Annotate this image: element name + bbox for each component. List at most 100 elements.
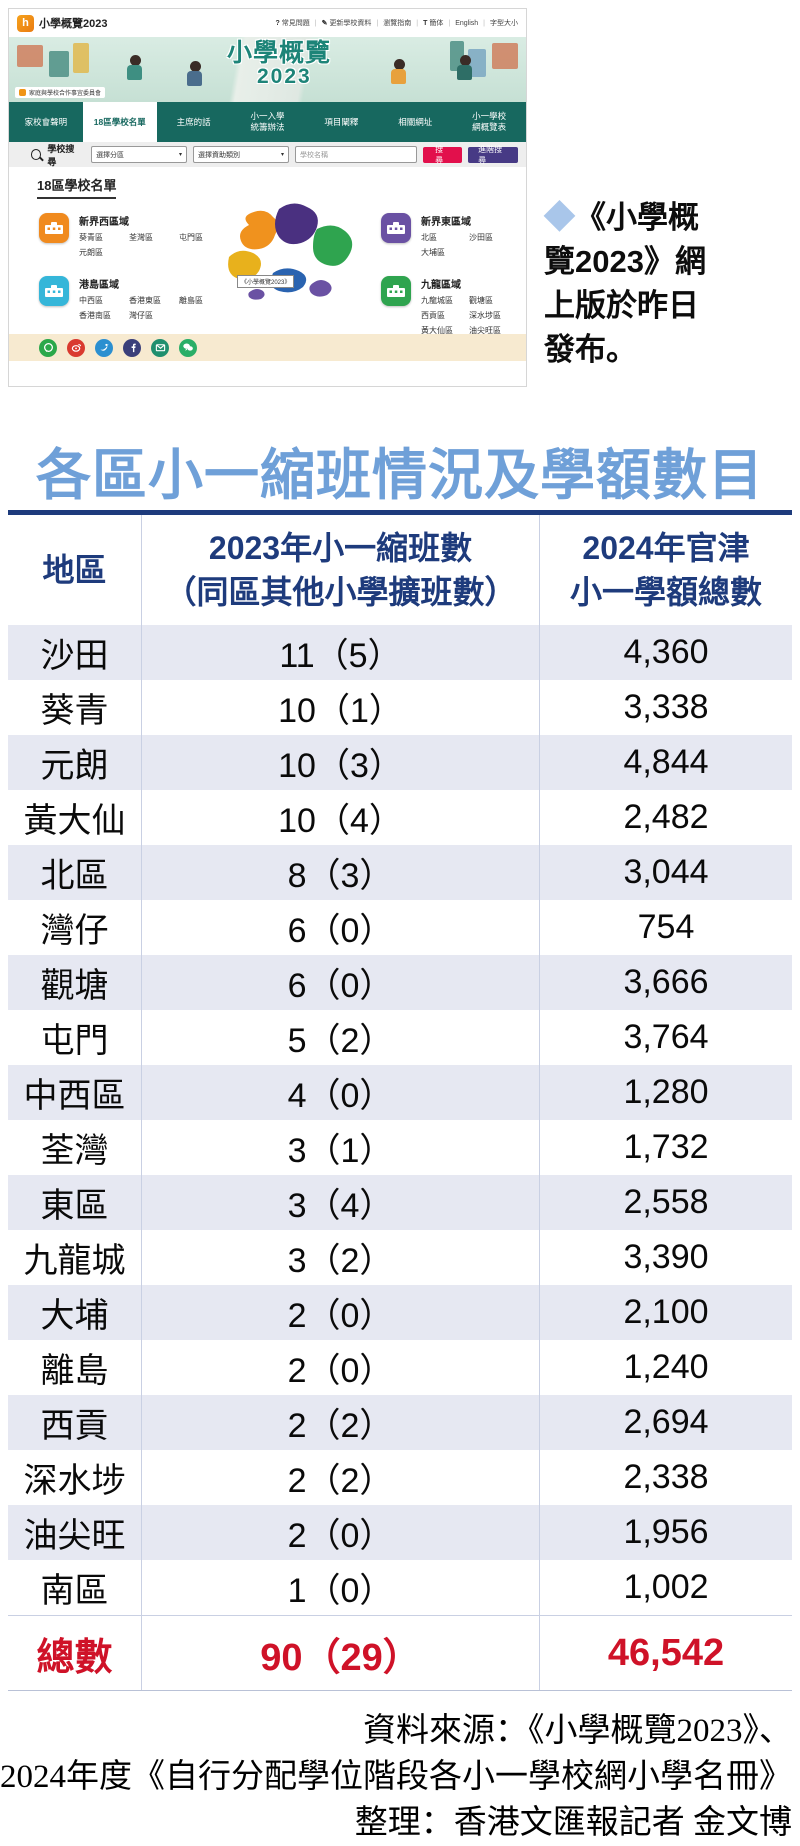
table-row: 深水埗 2（2） 2,338: [8, 1450, 792, 1505]
region-card: 新界東區域 北區 沙田區 大埔區: [381, 213, 526, 258]
district-link[interactable]: 九龍城區: [421, 296, 453, 305]
nav-tab[interactable]: 18區學校名單: [82, 102, 157, 142]
places-cell: 2,694: [623, 1403, 709, 1441]
places-cell: 1,280: [623, 1073, 709, 1111]
classes-cell: 10（4）: [142, 790, 540, 845]
table-row: 北區 8（3） 3,044: [8, 845, 792, 900]
advanced-search-button[interactable]: 進階搜尋: [468, 145, 518, 165]
source-line-2: 2024年度《自行分配學位階段各小一學校網小學名冊》: [0, 1759, 792, 1795]
places-cell: 2,338: [623, 1458, 709, 1496]
top-link[interactable]: 瀏覽指南: [371, 18, 411, 28]
photo-caption: ◆《小學概 覽2023》網 上版於昨日 發布。: [544, 196, 796, 372]
nav-tab[interactable]: 相關網址: [398, 116, 433, 127]
wechat-icon[interactable]: [179, 338, 197, 357]
district-link[interactable]: 元朗區: [79, 248, 103, 257]
table-header-row: 地區 2023年小一縮班數 （同區其他小學擴班數） 2024年官津 小一學額總數: [8, 515, 792, 625]
region-card: 九龍區域 九龍城區 觀塘區 西貢區 深水埗區 黃大仙區 油尖旺區: [381, 276, 526, 336]
school-building-icon: [39, 276, 69, 306]
district-link[interactable]: 荃灣區: [129, 233, 153, 242]
source-line-1: 資料來源：《小學概覽2023》、: [363, 1713, 792, 1749]
total-classes: 90（29）: [142, 1616, 540, 1690]
caption-line-3: 上版於昨日: [544, 288, 699, 323]
nav-tab[interactable]: 小一入學 統籌辦法: [250, 111, 285, 132]
site-nav: 家校會聲明 18區學校名單 主席的話 小一入學 統籌辦法 項目闡釋 相關網址 小一學校 網概…: [9, 102, 526, 142]
top-link[interactable]: 字型大小: [478, 18, 518, 28]
twitter-icon[interactable]: [95, 338, 113, 357]
table-row: 觀塘 6（0） 3,666: [8, 955, 792, 1010]
district-link[interactable]: 北區: [421, 233, 437, 242]
district-link[interactable]: 離島區: [179, 296, 203, 305]
district-link[interactable]: 黃大仙區: [421, 326, 453, 335]
district-link[interactable]: 灣仔區: [129, 311, 153, 320]
places-cell: 2,558: [623, 1183, 709, 1221]
school-name-input[interactable]: 學校名稱: [295, 146, 418, 163]
whatsapp-icon[interactable]: [39, 338, 57, 357]
top-link[interactable]: ? 常見問題: [275, 19, 310, 28]
facebook-icon[interactable]: [123, 338, 141, 357]
district-link[interactable]: 深水埗區: [469, 311, 501, 320]
district-link[interactable]: 葵青區: [79, 233, 103, 242]
classes-cell: 4（0）: [142, 1065, 540, 1120]
region-card: 港島區域 中西區 香港東區 離島區 香港南區 灣仔區: [39, 276, 239, 321]
total-label: 總數: [8, 1616, 142, 1690]
district-select[interactable]: 選擇分區 ▾: [91, 146, 188, 163]
district-cell: 葵青: [8, 680, 142, 735]
district-cell: 荃灣: [8, 1120, 142, 1175]
top-link[interactable]: English: [443, 20, 478, 27]
nav-tab[interactable]: 項目闡釋: [324, 116, 359, 127]
classes-cell: 10（1）: [142, 680, 540, 735]
classes-cell: 2（2）: [142, 1395, 540, 1450]
table-row: 西貢 2（2） 2,694: [8, 1395, 792, 1450]
nav-tab[interactable]: 家校會聲明: [24, 116, 68, 127]
banner-building: [17, 45, 43, 67]
top-link[interactable]: T簡体: [411, 18, 443, 28]
district-link[interactable]: 中西區: [79, 296, 103, 305]
search-button[interactable]: 搜尋: [423, 145, 463, 165]
school-building-icon: [381, 276, 411, 306]
banner-illustration: 小學概覽 2023 家庭與學校合作事宜委員會: [9, 37, 526, 102]
email-icon[interactable]: [151, 338, 169, 357]
site-logo-icon[interactable]: h: [17, 14, 34, 32]
school-building-icon: [39, 213, 69, 243]
col-header-classes: 2023年小一縮班數 （同區其他小學擴班數）: [142, 515, 540, 625]
table-row: 九龍城 3（2） 3,390: [8, 1230, 792, 1285]
places-cell: 2,482: [623, 798, 709, 836]
district-link[interactable]: 香港南區: [79, 311, 111, 320]
places-cell: 4,844: [623, 743, 709, 781]
district-cell: 沙田: [8, 625, 142, 680]
table-row: 荃灣 3（1） 1,732: [8, 1120, 792, 1175]
committee-pill: 家庭與學校合作事宜委員會: [15, 87, 106, 98]
chevron-down-icon: ▾: [280, 152, 284, 158]
top-link[interactable]: ✎更新學校資料: [310, 18, 372, 28]
district-link[interactable]: 大埔區: [421, 248, 445, 257]
district-link[interactable]: 屯門區: [179, 233, 203, 242]
weibo-icon[interactable]: [67, 338, 85, 357]
site-top-links: ?常見問題✎更新學校資料瀏覽指南T簡体English字型大小: [275, 18, 518, 28]
district-link[interactable]: 香港東區: [129, 296, 161, 305]
subsidy-type-select[interactable]: 選擇資助類別 ▾: [193, 146, 289, 163]
district-link[interactable]: 沙田區: [469, 233, 493, 242]
hk-map[interactable]: [221, 195, 371, 313]
district-link[interactable]: 觀塘區: [469, 296, 493, 305]
region-column-left: 新界西區域 葵青區 荃灣區 屯門區 元朗區 港島區域 中西區 香港東區 離島區 香港南區 灣仔區: [39, 213, 239, 321]
district-select-value: 選擇分區: [96, 151, 125, 159]
district-cell: 觀塘: [8, 955, 142, 1010]
caption-line-1: 《小學概: [575, 200, 699, 235]
places-cell: 1,732: [623, 1128, 709, 1166]
district-link[interactable]: 西貢區: [421, 311, 445, 320]
classes-cell: 10（3）: [142, 735, 540, 790]
banner-road: [159, 37, 419, 102]
search-icon: [31, 149, 42, 160]
site-brand[interactable]: 小學概覽2023: [39, 18, 108, 30]
committee-logo-icon: [19, 89, 26, 96]
school-building-icon: [381, 213, 411, 243]
nav-tab[interactable]: 主席的話: [176, 116, 211, 127]
committee-name: 家庭與學校合作事宜委員會: [29, 91, 102, 97]
district-link[interactable]: 油尖旺區: [469, 326, 501, 335]
banner-title: 小學概覽: [227, 39, 332, 67]
nav-tab[interactable]: 小一學校 網概覽表: [472, 111, 507, 132]
banner-building: [468, 49, 486, 77]
banner-kid: [127, 55, 143, 80]
district-cell: 離島: [8, 1340, 142, 1395]
banner-kid: [457, 55, 473, 80]
